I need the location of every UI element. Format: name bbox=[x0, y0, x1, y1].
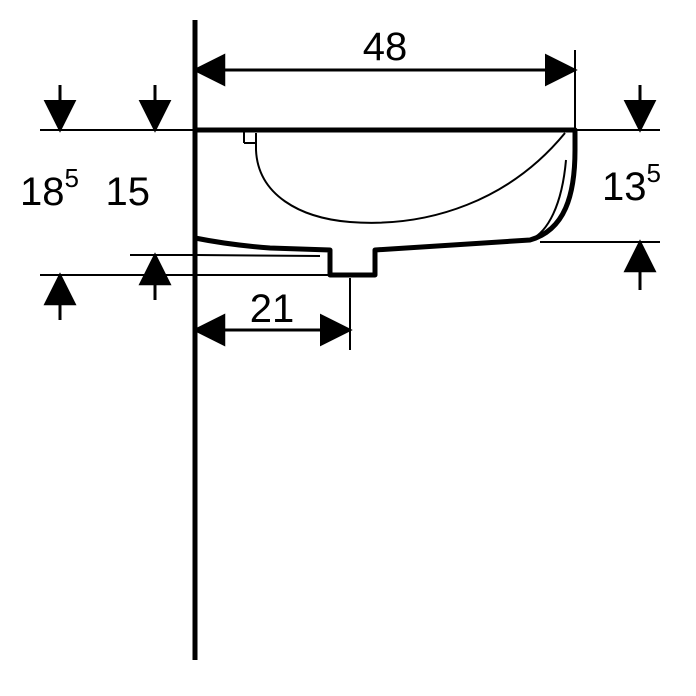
dim-48: 48 bbox=[195, 25, 575, 70]
dim-18-value: 18 bbox=[20, 170, 65, 214]
basin-detail bbox=[197, 130, 566, 275]
dim-15: 15 bbox=[106, 85, 156, 300]
technical-drawing: 48 21 15 185 135 bbox=[0, 0, 696, 696]
dim-21: 21 bbox=[195, 287, 350, 331]
svg-text:135: 135 bbox=[602, 158, 661, 209]
dim-13-5: 135 bbox=[602, 85, 661, 290]
svg-text:48: 48 bbox=[363, 25, 408, 69]
svg-text:185: 185 bbox=[20, 163, 79, 214]
dim-18-sup: 5 bbox=[65, 163, 79, 193]
dim-13-sup: 5 bbox=[647, 158, 661, 188]
dim-21-value: 21 bbox=[250, 287, 295, 331]
dim-15-value: 15 bbox=[106, 170, 151, 214]
dim-18-5: 185 bbox=[20, 85, 79, 320]
dim-48-value: 48 bbox=[363, 25, 408, 69]
basin-outline bbox=[195, 130, 575, 275]
svg-text:15: 15 bbox=[106, 170, 151, 214]
dim-13-value: 13 bbox=[602, 165, 647, 209]
svg-text:21: 21 bbox=[250, 287, 295, 331]
